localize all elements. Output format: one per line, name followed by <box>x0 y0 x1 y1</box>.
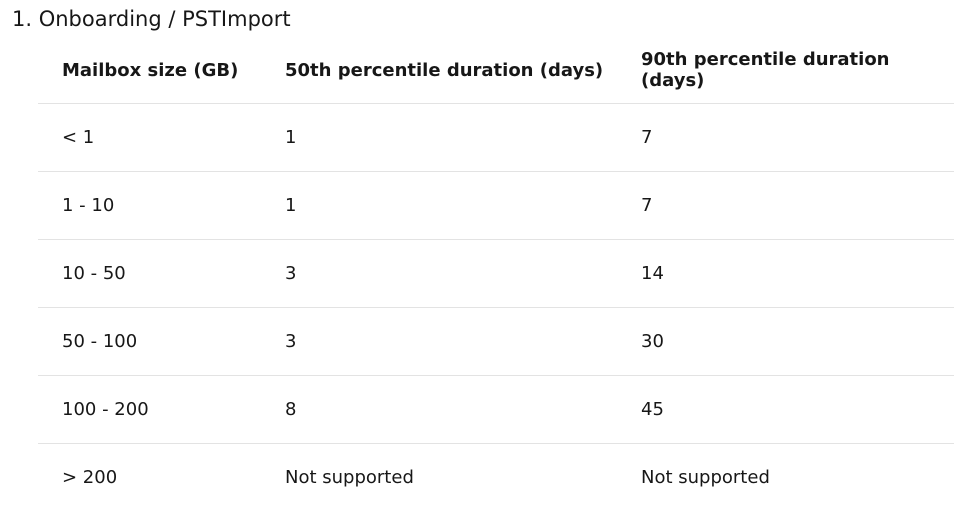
table-row: 10 - 50 3 14 <box>38 239 954 308</box>
table-cell: 50 - 100 <box>38 307 261 376</box>
table-cell: 14 <box>617 239 954 308</box>
column-header: 50th percentile duration (days) <box>285 59 604 81</box>
table-cell: 7 <box>617 103 954 172</box>
table-cell: 1 - 10 <box>38 171 261 240</box>
table-cell: 1 <box>261 103 617 172</box>
section-heading: 1. Onboarding / PSTImport <box>12 7 291 31</box>
table-cell: 1 <box>261 171 617 240</box>
table-row: 100 - 200 8 45 <box>38 375 954 444</box>
table-cell: 30 <box>617 307 954 376</box>
column-header: Mailbox size (GB) <box>62 59 239 81</box>
column-header: 90th percentile duration (days) <box>641 49 890 91</box>
table-cell: 8 <box>261 375 617 444</box>
table-cell: 45 <box>617 375 954 444</box>
duration-table: Mailbox size (GB) 50th percentile duratio… <box>38 37 954 511</box>
table-cell: Not supported <box>261 443 617 511</box>
table-row: 1 - 10 1 7 <box>38 171 954 240</box>
table-cell: 3 <box>261 307 617 376</box>
table-cell: < 1 <box>38 103 261 172</box>
table-row: 50 - 100 3 30 <box>38 307 954 376</box>
table-cell: 10 - 50 <box>38 239 261 308</box>
table-cell: Not supported <box>617 443 954 511</box>
header-row: Mailbox size (GB) 50th percentile duratio… <box>38 37 954 104</box>
table-cell: 100 - 200 <box>38 375 261 444</box>
table-row: > 200 Not supported Not supported <box>38 443 954 511</box>
table-cell: > 200 <box>38 443 261 511</box>
table-cell: 7 <box>617 171 954 240</box>
table-cell: 3 <box>261 239 617 308</box>
